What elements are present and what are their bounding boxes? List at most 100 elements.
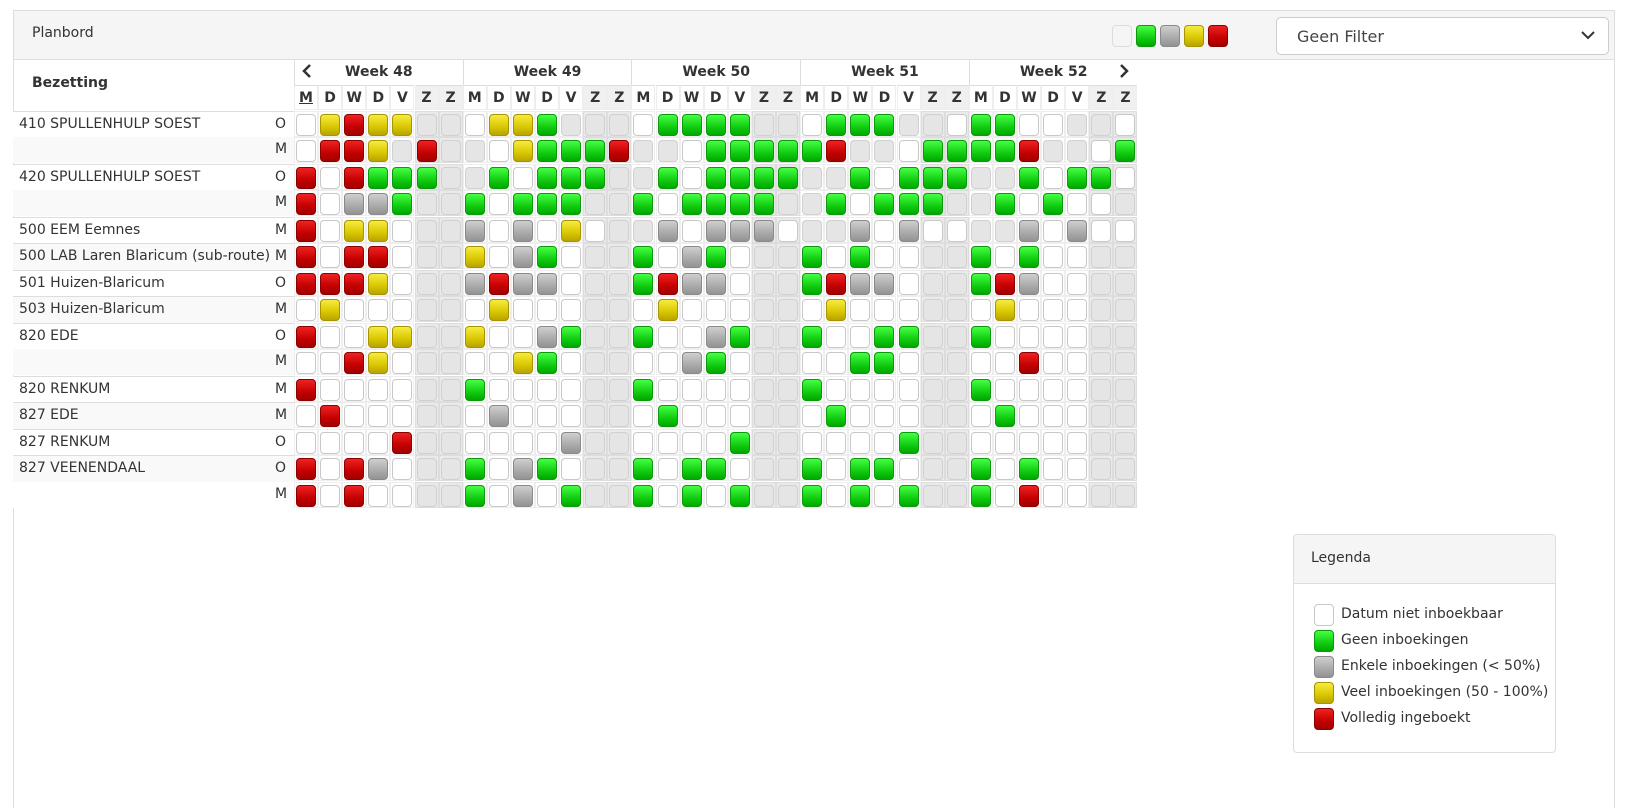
day-cell[interactable] — [848, 402, 873, 428]
day-cell[interactable] — [679, 137, 704, 163]
day-cell[interactable] — [896, 190, 921, 216]
day-cell[interactable] — [1017, 482, 1041, 508]
day-cell[interactable] — [535, 455, 559, 481]
day-cell[interactable] — [896, 376, 921, 402]
day-cell[interactable] — [486, 349, 511, 375]
day-cell[interactable] — [366, 190, 391, 216]
day-cell[interactable] — [655, 429, 680, 455]
day-cell[interactable] — [559, 296, 584, 322]
day-cell[interactable] — [1017, 243, 1041, 269]
day-cell[interactable] — [318, 164, 343, 190]
day-cell[interactable] — [655, 323, 680, 349]
day-cell[interactable] — [510, 376, 535, 402]
day-cell[interactable] — [510, 270, 535, 296]
day-cell[interactable] — [1065, 190, 1090, 216]
day-cell[interactable] — [800, 349, 825, 375]
day-cell[interactable] — [486, 137, 511, 163]
day-cell[interactable] — [462, 296, 487, 322]
day-cell[interactable] — [1041, 164, 1066, 190]
day-cell[interactable] — [607, 137, 632, 163]
day-cell[interactable] — [727, 217, 752, 243]
day-cell[interactable] — [1041, 111, 1066, 137]
day-cell[interactable] — [559, 349, 584, 375]
day-cell[interactable] — [848, 349, 873, 375]
day-cell[interactable] — [366, 111, 391, 137]
day-cell[interactable] — [462, 270, 487, 296]
day-cell[interactable] — [559, 270, 584, 296]
day-cell[interactable] — [872, 455, 897, 481]
day-cell[interactable] — [1017, 164, 1041, 190]
day-cell[interactable] — [294, 190, 318, 216]
day-cell[interactable] — [727, 323, 752, 349]
day-cell[interactable] — [342, 243, 367, 269]
day-cell[interactable] — [390, 429, 415, 455]
day-cell[interactable] — [535, 429, 559, 455]
day-cell[interactable] — [1041, 190, 1066, 216]
day-cell[interactable] — [535, 402, 559, 428]
day-cell[interactable] — [751, 190, 776, 216]
day-cell[interactable] — [462, 243, 487, 269]
day-cell[interactable] — [824, 111, 849, 137]
day-cell[interactable] — [486, 296, 511, 322]
day-cell[interactable] — [462, 217, 487, 243]
day-cell[interactable] — [342, 270, 367, 296]
day-cell[interactable] — [800, 270, 825, 296]
day-cell[interactable] — [366, 164, 391, 190]
day-cell[interactable] — [679, 482, 704, 508]
day-cell[interactable] — [559, 137, 584, 163]
day-cell[interactable] — [727, 429, 752, 455]
day-cell[interactable] — [896, 243, 921, 269]
day-cell[interactable] — [920, 217, 945, 243]
day-cell[interactable] — [535, 349, 559, 375]
day-cell[interactable] — [727, 296, 752, 322]
day-cell[interactable] — [679, 296, 704, 322]
day-cell[interactable] — [679, 376, 704, 402]
day-cell[interactable] — [1113, 111, 1138, 137]
day-cell[interactable] — [944, 137, 969, 163]
day-cell[interactable] — [727, 349, 752, 375]
day-cell[interactable] — [390, 270, 415, 296]
day-cell[interactable] — [631, 349, 656, 375]
day-cell[interactable] — [559, 164, 584, 190]
day-cell[interactable] — [824, 482, 849, 508]
day-cell[interactable] — [559, 402, 584, 428]
day-cell[interactable] — [342, 111, 367, 137]
day-cell[interactable] — [824, 429, 849, 455]
day-cell[interactable] — [992, 455, 1017, 481]
day-cell[interactable] — [583, 137, 608, 163]
day-cell[interactable] — [390, 217, 415, 243]
day-cell[interactable] — [824, 243, 849, 269]
day-cell[interactable] — [992, 111, 1017, 137]
day-cell[interactable] — [992, 190, 1017, 216]
day-cell[interactable] — [318, 190, 343, 216]
day-cell[interactable] — [390, 455, 415, 481]
day-cell[interactable] — [1017, 376, 1041, 402]
day-cell[interactable] — [510, 482, 535, 508]
day-cell[interactable] — [631, 376, 656, 402]
day-cell[interactable] — [992, 482, 1017, 508]
day-cell[interactable] — [318, 455, 343, 481]
day-cell[interactable] — [486, 270, 511, 296]
day-cell[interactable] — [655, 164, 680, 190]
day-cell[interactable] — [510, 137, 535, 163]
day-cell[interactable] — [342, 429, 367, 455]
day-cell[interactable] — [510, 164, 535, 190]
day-cell[interactable] — [462, 429, 487, 455]
day-cell[interactable] — [510, 402, 535, 428]
day-cell[interactable] — [703, 111, 728, 137]
day-cell[interactable] — [968, 243, 993, 269]
day-cell[interactable] — [824, 296, 849, 322]
day-cell[interactable] — [486, 217, 511, 243]
day-cell[interactable] — [872, 164, 897, 190]
day-cell[interactable] — [390, 376, 415, 402]
day-cell[interactable] — [1017, 190, 1041, 216]
day-cell[interactable] — [462, 482, 487, 508]
day-cell[interactable] — [366, 402, 391, 428]
day-cell[interactable] — [1017, 429, 1041, 455]
day-cell[interactable] — [559, 376, 584, 402]
day-cell[interactable] — [992, 137, 1017, 163]
day-cell[interactable] — [342, 455, 367, 481]
day-cell[interactable] — [655, 349, 680, 375]
day-cell[interactable] — [920, 190, 945, 216]
day-cell[interactable] — [1065, 323, 1090, 349]
